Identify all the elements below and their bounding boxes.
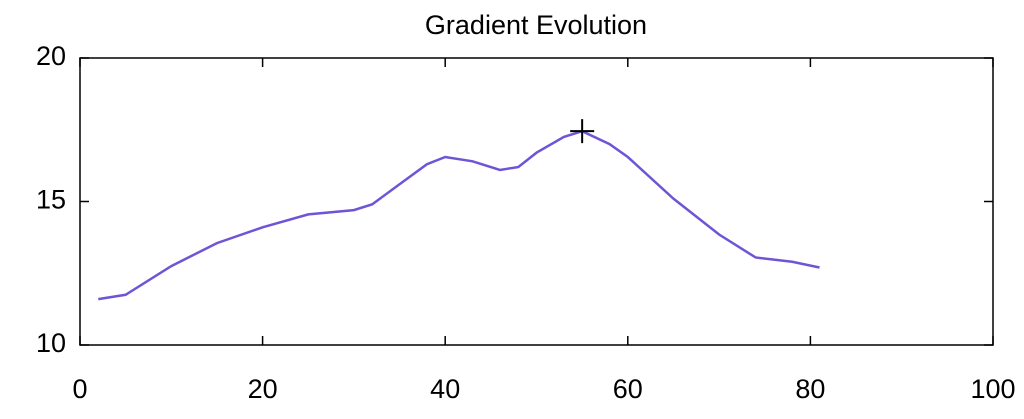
x-tick-label: 100 [970, 374, 1015, 404]
x-tick-label: 20 [248, 374, 278, 404]
x-tick-label: 0 [72, 374, 87, 404]
x-tick-label: 60 [613, 374, 643, 404]
line-series [98, 129, 820, 301]
plot-frame [79, 57, 994, 346]
peak-marker [570, 119, 595, 144]
y-tick-label: 10 [36, 328, 66, 358]
x-tick-label: 40 [430, 374, 460, 404]
y-tick-label: 20 [36, 41, 66, 71]
chart-title: Gradient Evolution [425, 10, 647, 40]
y-tick-label: 15 [36, 185, 66, 215]
x-tick-label: 80 [795, 374, 825, 404]
